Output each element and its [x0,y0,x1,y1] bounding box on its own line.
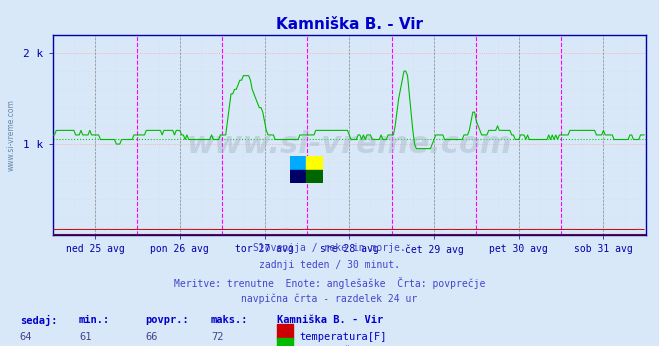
Bar [277,338,293,346]
Text: maks.:: maks.: [211,315,248,325]
Text: 61: 61 [79,331,92,342]
Bar [290,170,306,183]
Text: 66: 66 [145,331,158,342]
Text: navpična črta - razdelek 24 ur: navpična črta - razdelek 24 ur [241,294,418,304]
Title: Kamniška B. - Vir: Kamniška B. - Vir [275,17,423,32]
Text: www.si-vreme.com: www.si-vreme.com [186,130,512,160]
Text: 72: 72 [211,331,223,342]
Bar [277,324,293,339]
Text: Slovenija / reke in morje.: Slovenija / reke in morje. [253,243,406,253]
Text: min.:: min.: [79,315,110,325]
Text: www.si-vreme.com: www.si-vreme.com [7,99,16,171]
Text: Meritve: trenutne  Enote: anglešaške  Črta: povprečje: Meritve: trenutne Enote: anglešaške Črta… [174,277,485,289]
Text: Kamniška B. - Vir: Kamniška B. - Vir [277,315,383,325]
Text: sedaj:: sedaj: [20,315,57,326]
Text: povpr.:: povpr.: [145,315,188,325]
Bar [306,170,323,183]
Text: zadnji teden / 30 minut.: zadnji teden / 30 minut. [259,260,400,270]
Bar [290,156,306,170]
Text: 64: 64 [20,331,32,342]
Bar [306,156,323,170]
Text: temperatura[F]: temperatura[F] [300,331,387,342]
